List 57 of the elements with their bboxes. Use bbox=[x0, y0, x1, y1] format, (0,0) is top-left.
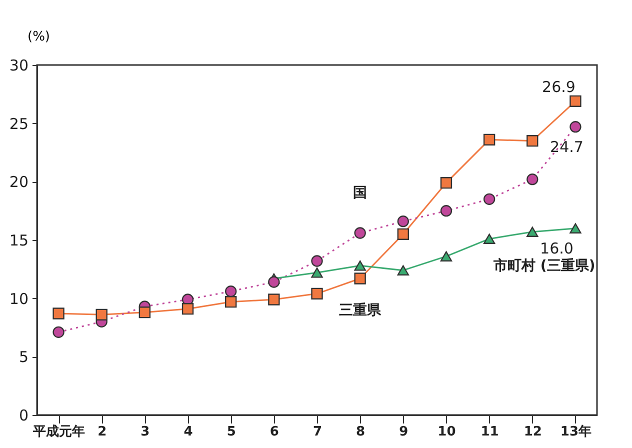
point bbox=[311, 268, 323, 278]
y-tick-label: 25 bbox=[9, 114, 28, 133]
series-label: 三重県 bbox=[339, 302, 382, 318]
point bbox=[225, 296, 237, 308]
point bbox=[311, 288, 323, 300]
x-tick-label: 5 bbox=[226, 424, 236, 440]
data-label: 24.7 bbox=[550, 138, 584, 156]
y-tick-label: 15 bbox=[9, 232, 28, 250]
series-label: 市町村 (三重県) bbox=[492, 256, 596, 274]
point bbox=[354, 272, 366, 284]
x-tick-label: 6 bbox=[270, 424, 279, 440]
y-tick-label: 10 bbox=[9, 290, 28, 308]
y-tick-label: 5 bbox=[18, 348, 28, 366]
x-tick-label: 10 bbox=[438, 424, 456, 440]
point bbox=[397, 228, 409, 240]
x-tick-label: 2 bbox=[98, 424, 107, 440]
point bbox=[268, 276, 280, 288]
point bbox=[483, 193, 496, 205]
point bbox=[52, 308, 64, 320]
point bbox=[354, 227, 366, 239]
x-tick-label: 7 bbox=[312, 424, 322, 440]
point bbox=[570, 95, 582, 108]
point bbox=[311, 255, 323, 267]
point bbox=[225, 286, 237, 298]
point bbox=[440, 251, 452, 262]
x-tick-label: 11 bbox=[480, 424, 499, 440]
x-tick-label: 平成元年 bbox=[32, 424, 86, 440]
y-tick-label: 30 bbox=[9, 56, 28, 74]
point bbox=[268, 294, 280, 306]
point bbox=[440, 205, 452, 217]
y-tick-label: 0 bbox=[18, 406, 28, 424]
point bbox=[526, 174, 538, 186]
y-tick-label: 20 bbox=[9, 173, 28, 192]
x-tick-label: 9 bbox=[399, 424, 408, 440]
x-tick-label: 4 bbox=[184, 424, 193, 440]
point bbox=[52, 326, 64, 338]
y-axis-title: (%) bbox=[28, 30, 50, 44]
point bbox=[440, 176, 452, 189]
point bbox=[570, 121, 582, 133]
point bbox=[96, 308, 108, 321]
data-label: 26.9 bbox=[542, 78, 576, 96]
point bbox=[182, 302, 194, 315]
x-tick-label: 8 bbox=[356, 424, 366, 440]
data-label: 16.0 bbox=[540, 239, 574, 258]
x-tick-label: 3 bbox=[140, 424, 150, 440]
point bbox=[397, 216, 409, 228]
point bbox=[483, 134, 496, 146]
point bbox=[483, 234, 496, 244]
point bbox=[570, 223, 582, 234]
point bbox=[354, 260, 366, 271]
series-label: 国 bbox=[353, 185, 368, 201]
point bbox=[526, 134, 538, 147]
x-tick-label: 13年 bbox=[560, 424, 592, 440]
point bbox=[138, 306, 151, 318]
point bbox=[397, 265, 409, 276]
x-tick-label: 12 bbox=[524, 424, 542, 440]
point bbox=[526, 226, 538, 237]
